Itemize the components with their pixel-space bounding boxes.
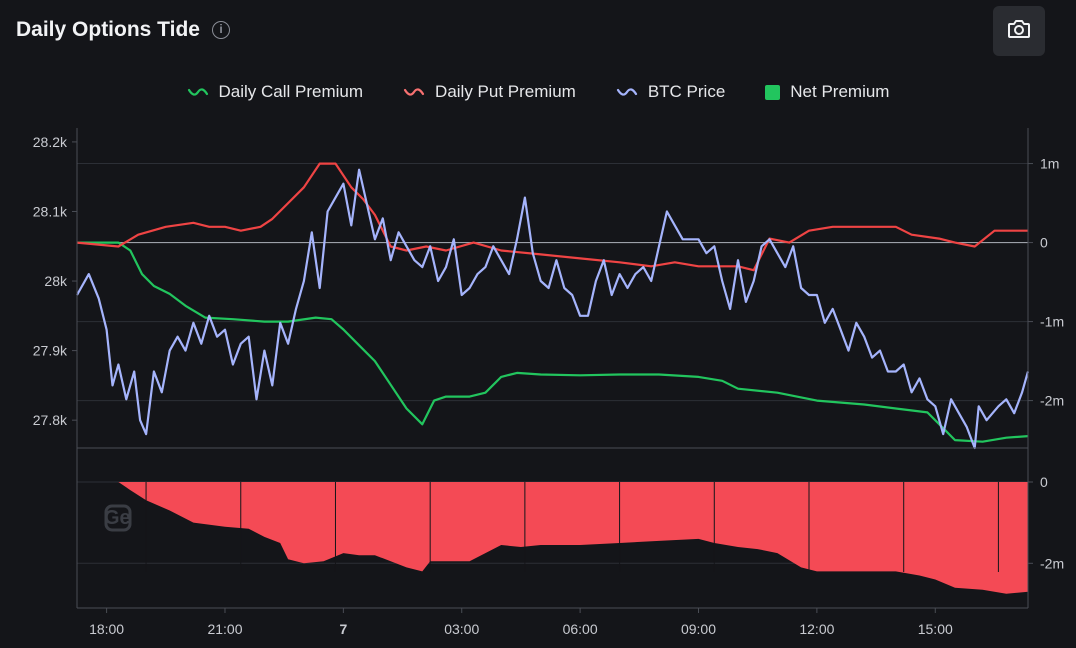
x-tick-label: 7 [339,621,347,637]
left-tick-label: 28k [44,273,68,289]
left-tick-label: 28.2k [33,134,68,150]
title-text: Daily Options Tide [16,18,200,41]
series-lines [76,162,1030,450]
legend-label: Daily Call Premium [218,82,364,101]
legend-label: BTC Price [647,82,726,101]
legend-label: Daily Put Premium [435,82,576,101]
right-tick-label: -2m [1040,393,1064,409]
left-tick-label: 27.9k [33,343,68,359]
x-tick-label: 18:00 [89,621,124,637]
net-square-icon [765,84,781,100]
right-tick-label: 0 [1040,235,1048,251]
camera-icon [1007,19,1031,44]
legend-item-btc[interactable]: BTC Price [616,82,725,102]
left-tick-label: 27.8k [33,412,68,428]
watermark-text: Ge [104,507,131,529]
right-tick-label: -1m [1040,314,1064,330]
legend-item-net[interactable]: Net Premium [765,82,889,102]
legend-label: Net Premium [790,82,890,101]
lower-tick-label: -2m [1040,555,1064,571]
net-premium-area [77,482,1028,594]
x-tick-label: 15:00 [918,621,953,637]
btc-wave-icon [616,88,637,96]
series-line-btc-price [76,168,1030,450]
x-tick-label: 12:00 [799,621,834,637]
info-icon[interactable]: i [211,21,230,39]
lower-tick-label: 0 [1040,474,1048,490]
call-wave-icon [187,88,208,96]
put-wave-icon [403,88,425,96]
x-tick-label: 06:00 [563,621,598,637]
chart-legend: Daily Call Premium Daily Put Premium BTC… [0,82,1076,102]
series-line-daily-put-premium [76,162,1028,272]
chart-title: Daily Options Tide i [16,18,230,42]
axes: 28.2k 28.1k 28k 27.9k 27.8k 1m 0 -1m -2m 0 -2m 18:0… [33,128,1064,637]
right-tick-label: 1m [1040,156,1059,172]
x-tick-label: 21:00 [207,621,242,637]
series-line-daily-call-premium [77,241,1029,443]
left-tick-label: 28.1k [33,203,68,219]
net-premium-area-fill [77,482,1028,594]
x-tick-label: 09:00 [681,621,716,637]
legend-item-call[interactable]: Daily Call Premium [187,82,364,102]
watermark-logo-icon [104,504,132,532]
screenshot-button[interactable] [993,6,1045,56]
x-tick-label: 03:00 [444,621,479,637]
legend-item-put[interactable]: Daily Put Premium [403,82,576,102]
